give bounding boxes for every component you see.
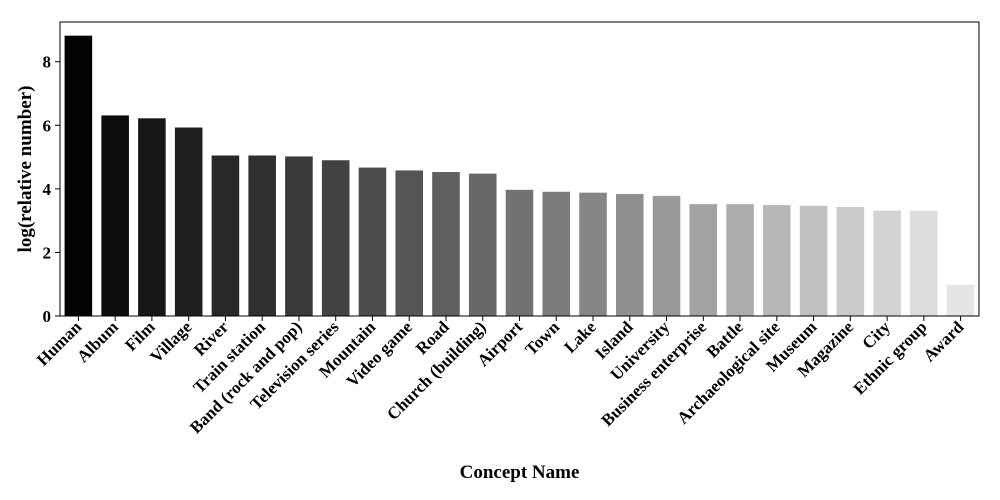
bar-award	[946, 284, 975, 316]
bar-film	[138, 118, 166, 316]
bar-mountain	[358, 167, 387, 316]
bar-university	[652, 195, 681, 316]
bar-archaeological-site	[763, 205, 791, 316]
x-tick-label: Town	[521, 317, 563, 359]
y-axis-ticks: 0 2 4 6 8	[43, 53, 60, 326]
y-tick-label: 2	[43, 243, 52, 262]
bar-battle	[726, 204, 754, 316]
bar-lake	[579, 192, 607, 316]
bar-album	[101, 115, 129, 316]
bar-ethnic-group	[910, 210, 938, 316]
y-tick-label: 8	[43, 53, 52, 72]
bar-city	[873, 210, 901, 316]
y-tick-label: 4	[43, 180, 52, 199]
bar-television-series	[321, 160, 350, 316]
bar-magazine	[836, 206, 865, 316]
bar-video-game	[395, 170, 423, 316]
bar-road	[432, 172, 460, 316]
bar-band-rock-and-pop	[285, 156, 313, 316]
bar-church-building	[468, 173, 497, 316]
bar-airport	[505, 189, 534, 316]
bar-river	[211, 155, 240, 316]
bars-group	[64, 35, 975, 317]
bar-train-station	[248, 155, 276, 316]
y-axis-label: log(relative number)	[15, 86, 36, 253]
x-tick-label: Human	[33, 317, 86, 370]
bar-town	[542, 191, 571, 316]
x-tick-label: Award	[920, 317, 968, 365]
x-tick-label: Album	[73, 317, 122, 366]
bar-human	[64, 35, 93, 317]
bar-island	[616, 193, 644, 316]
x-axis-label: Concept Name	[460, 462, 580, 483]
bar-museum	[799, 205, 828, 316]
x-tick-label: Village	[146, 317, 195, 366]
bar-village	[174, 127, 203, 317]
y-tick-label: 0	[43, 307, 52, 326]
y-tick-label: 6	[43, 116, 52, 135]
bar-business-enterprise	[689, 204, 718, 316]
